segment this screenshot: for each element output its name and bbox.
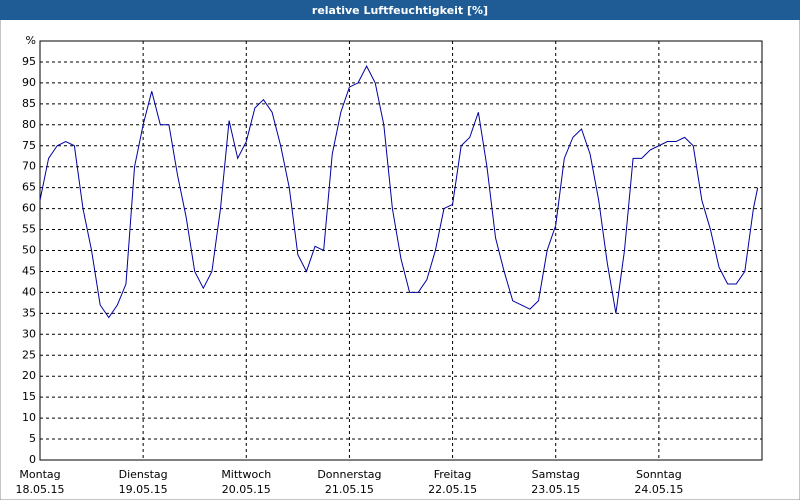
y-tick-label: 60 <box>22 202 36 215</box>
title-bar <box>0 0 800 20</box>
y-tick-label: 70 <box>22 160 36 173</box>
x-tick-label: Samstag <box>532 468 580 481</box>
x-tick-label: 23.05.15 <box>531 483 580 496</box>
y-tick-label: 45 <box>22 264 36 277</box>
y-tick-label: 40 <box>22 285 36 298</box>
y-tick-label: 10 <box>22 411 36 424</box>
x-tick-label: Mittwoch <box>221 468 271 481</box>
y-tick-label: 5 <box>29 432 36 445</box>
chart-title: relative Luftfeuchtigkeit [%] <box>312 4 488 17</box>
y-tick-label: 65 <box>22 181 36 194</box>
x-tick-label: 18.05.15 <box>16 483 65 496</box>
y-tick-label: 75 <box>22 139 36 152</box>
y-tick-label: 90 <box>22 76 36 89</box>
y-tick-label: 80 <box>22 118 36 131</box>
x-tick-label: 24.05.15 <box>634 483 683 496</box>
x-tick-label: 22.05.15 <box>428 483 477 496</box>
x-tick-label: Montag <box>19 468 60 481</box>
y-tick-label: 95 <box>22 55 36 68</box>
x-tick-label: Dienstag <box>119 468 168 481</box>
y-tick-label: 20 <box>22 369 36 382</box>
x-tick-label: Donnerstag <box>317 468 381 481</box>
y-tick-label: % <box>26 34 36 47</box>
y-tick-label: 55 <box>22 223 36 236</box>
y-tick-label: 15 <box>22 390 36 403</box>
y-tick-label: 35 <box>22 306 36 319</box>
y-tick-label: 0 <box>29 453 36 466</box>
y-tick-label: 30 <box>22 327 36 340</box>
x-tick-label: Sonntag <box>636 468 682 481</box>
y-tick-label: 25 <box>22 348 36 361</box>
x-tick-label: Freitag <box>434 468 472 481</box>
x-tick-label: 20.05.15 <box>222 483 271 496</box>
x-tick-label: 19.05.15 <box>119 483 168 496</box>
y-tick-label: 85 <box>22 97 36 110</box>
data-line <box>39 65 759 319</box>
y-tick-label: 50 <box>22 244 36 257</box>
x-tick-label: 21.05.15 <box>325 483 374 496</box>
